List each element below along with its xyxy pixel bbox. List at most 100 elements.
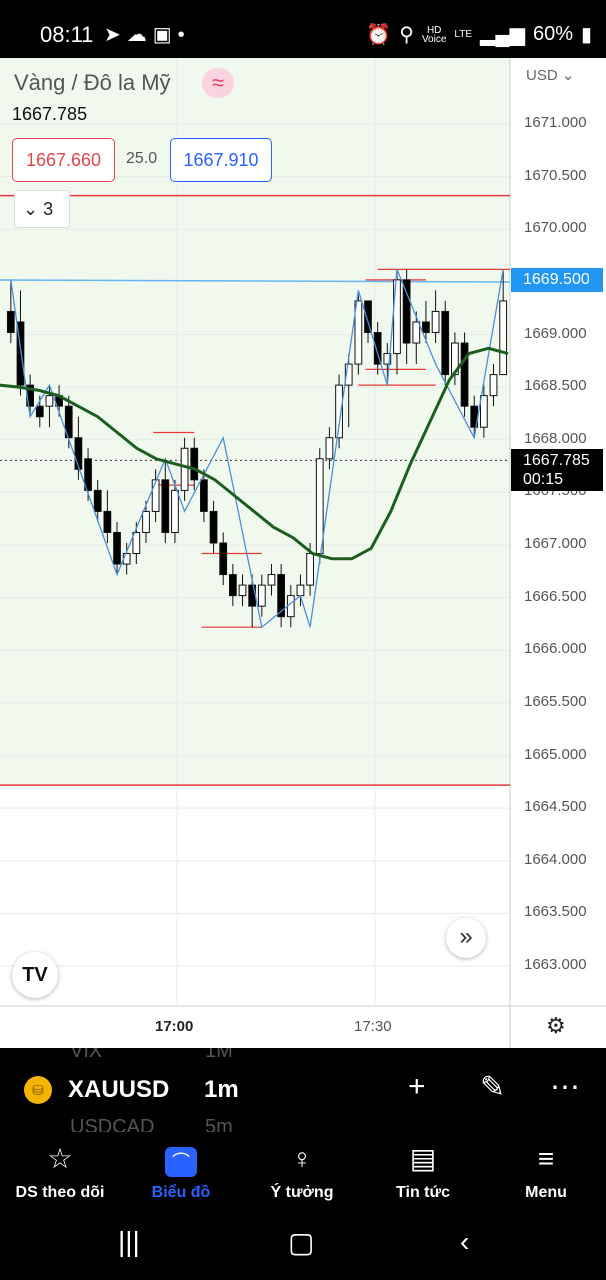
candle: [441, 310, 450, 376]
time-label-1700: 17:00: [155, 1018, 194, 1035]
symbol-selector[interactable]: XAUUSD: [68, 1076, 170, 1103]
price-chart[interactable]: [0, 58, 606, 1048]
interval-selector[interactable]: 1m: [204, 1076, 239, 1103]
candle: [200, 479, 208, 512]
candle: [383, 353, 392, 365]
candle: [142, 510, 150, 533]
lte-icon: LTE: [454, 29, 473, 40]
lightbulb-icon: ♀: [291, 1143, 313, 1174]
messenger-icon: ☁: [126, 24, 153, 46]
gear-icon[interactable]: ⚙: [546, 1013, 566, 1038]
sell-button[interactable]: 1667.660: [12, 138, 115, 182]
home-icon[interactable]: ▢: [288, 1227, 315, 1258]
nav-menu-label: Menu: [525, 1184, 567, 1201]
candle: [180, 447, 189, 491]
chart-icon: ⌒: [121, 1142, 241, 1177]
candle: [35, 405, 44, 418]
price-axis-label: 1663.000: [524, 956, 587, 973]
candle: [489, 374, 498, 397]
tradingview-logo-icon[interactable]: TV: [12, 952, 58, 998]
price-axis-label: 1663.500: [524, 903, 587, 921]
candle: [267, 574, 276, 586]
zigzag-line: [10, 269, 504, 629]
candle: [364, 300, 372, 334]
bottom-nav: ☆ DS theo dõi ⌒ Biểu đồ ♀ Ý tưởng ▤ Tin …: [0, 1132, 606, 1212]
blue-level-line: [0, 279, 511, 283]
back-icon[interactable]: ‹: [460, 1226, 470, 1257]
candle: [238, 584, 247, 597]
candle: [171, 489, 179, 533]
blue-line-price-tag: 1669.500: [511, 268, 603, 292]
location-icon: ⚲: [399, 24, 414, 46]
candle: [479, 395, 488, 428]
candle: [499, 300, 508, 376]
pencil-icon[interactable]: ✎: [480, 1071, 506, 1104]
candle: [412, 321, 421, 344]
nav-menu[interactable]: ≡ Menu: [486, 1132, 606, 1212]
symbol-title[interactable]: Vàng / Đô la Mỹ: [14, 70, 171, 95]
price-axis-label: 1669.000: [524, 324, 587, 342]
wave-icon[interactable]: ≈: [202, 68, 234, 98]
price-axis-label: 1666.000: [524, 640, 587, 658]
price-axis-label: 1664.000: [524, 850, 587, 868]
currency-selector[interactable]: USD ⌄: [526, 67, 575, 84]
status-bar: 08:11 ➤☁▣• ⏰ ⚲ HD Voice LTE ▂▄▆ 60% ▮: [0, 0, 606, 58]
more-icon[interactable]: ⋯: [550, 1071, 580, 1104]
current-price-tag: 1667.785 00:15: [511, 449, 603, 491]
nav-news[interactable]: ▤ Tin tức: [363, 1132, 483, 1212]
chart-area[interactable]: Vàng / Đô la Mỹ ≈ 1667.785 1667.660 25.0…: [0, 58, 606, 1048]
current-price-value: 1667.785: [523, 452, 590, 469]
candle: [257, 584, 266, 607]
candle: [431, 310, 440, 333]
candle: [74, 437, 83, 470]
nav-ideas[interactable]: ♀ Ý tưởng: [242, 1132, 362, 1212]
candle: [122, 553, 131, 565]
moving-average-line: [0, 346, 509, 561]
ghost-symbol-bottom: USDCAD: [70, 1116, 155, 1132]
candle: [16, 321, 25, 386]
buy-button[interactable]: 1667.910: [170, 138, 272, 182]
status-time: 08:11: [40, 22, 94, 47]
candle: [161, 479, 170, 533]
candle: [132, 531, 141, 555]
candle: [306, 553, 314, 586]
candle: [45, 395, 54, 407]
candle: [6, 310, 15, 333]
symbol-toolbar: VIX 1M ⛁ XAUUSD 1m + ✎ ⋯ USDCAD 5m: [0, 1048, 606, 1132]
gold-coin-icon: ⛁: [24, 1076, 52, 1104]
menu-icon: ≡: [537, 1143, 555, 1174]
candle: [315, 458, 324, 555]
battery-percent: 60%: [532, 23, 573, 45]
add-icon[interactable]: +: [408, 1070, 426, 1103]
ghost-interval-top: 1M: [205, 1048, 233, 1062]
candle: [335, 384, 343, 439]
hd-voice-icon: HD Voice: [421, 24, 447, 45]
candle: [402, 279, 411, 344]
candle: [422, 321, 430, 334]
gallery-icon: ▣: [152, 24, 178, 46]
candle: [296, 584, 305, 597]
bar-countdown: 00:15: [523, 471, 564, 488]
spread-value: 25.0: [126, 150, 158, 167]
star-icon: ☆: [47, 1143, 73, 1174]
price-axis-label: 1670.000: [524, 219, 587, 237]
news-icon: ▤: [409, 1143, 437, 1174]
candle: [344, 363, 353, 386]
indicator-count: 3: [43, 199, 54, 219]
price-axis-label: 1668.000: [524, 429, 587, 447]
price-axis-label: 1666.500: [524, 587, 587, 605]
nav-chart[interactable]: ⌒ Biểu đồ: [121, 1132, 241, 1212]
candle: [103, 510, 112, 533]
indicators-toggle[interactable]: ⌄ 3: [14, 190, 70, 228]
system-icons: ⏰ ⚲ HD Voice LTE ▂▄▆ 60% ▮: [366, 22, 592, 47]
ghost-interval-bottom: 5m: [205, 1116, 233, 1132]
scroll-to-realtime-button[interactable]: »: [446, 918, 486, 958]
candle: [354, 300, 363, 365]
candle: [277, 574, 286, 618]
nav-watchlist[interactable]: ☆ DS theo dõi: [0, 1132, 120, 1212]
notification-icons: ➤☁▣•: [104, 22, 191, 47]
recent-apps-icon[interactable]: |||: [118, 1226, 140, 1257]
nav-chart-label: Biểu đồ: [151, 1184, 211, 1201]
candle: [113, 531, 121, 565]
